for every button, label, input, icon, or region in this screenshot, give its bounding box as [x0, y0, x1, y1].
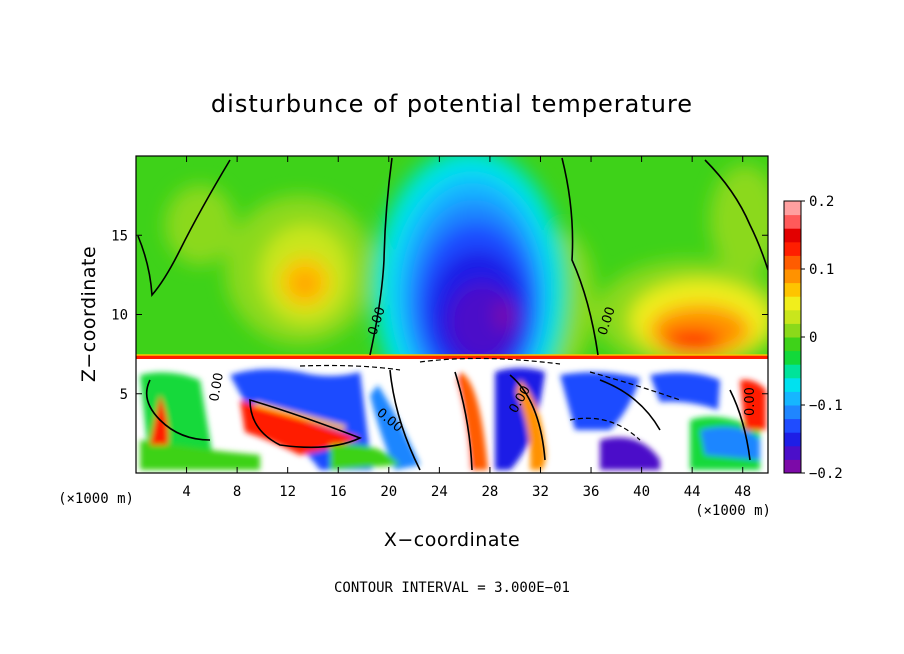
colorbar — [784, 201, 801, 474]
colorbar-swatch — [784, 459, 801, 474]
y-axis-label: Z−coordinate — [78, 246, 100, 382]
x-tick-label: 28 — [481, 484, 498, 500]
x-tick-label: 32 — [532, 484, 549, 500]
colorbar-tick-label: −0.1 — [809, 398, 843, 414]
colorbar-swatch — [784, 391, 801, 406]
dashed-contours — [299, 357, 681, 441]
colorbar-ticks: 0.2 0.1 0 −0.1 −0.2 — [801, 194, 843, 482]
x-ticks: 4 8 12 16 20 24 28 32 36 40 44 48 — [182, 156, 751, 500]
colorbar-swatch — [784, 337, 801, 352]
colorbar-swatch — [784, 405, 801, 420]
contour-label: 0.00 — [743, 387, 758, 416]
x-tick-label: 24 — [431, 484, 448, 500]
boundary-layer — [136, 354, 768, 473]
y-tick-label: 5 — [120, 387, 128, 403]
colorbar-swatch — [784, 241, 801, 256]
colorbar-swatch — [784, 377, 801, 392]
x-tick-label: 16 — [330, 484, 347, 500]
x-tick-label: 4 — [182, 484, 190, 500]
contour-lines — [137, 157, 768, 471]
colorbar-swatch — [784, 432, 801, 447]
contour-interval-note: CONTOUR INTERVAL = 3.000E−01 — [334, 580, 570, 596]
x-unit-left: (×1000 m) — [58, 491, 134, 507]
contour-label: 0.00 — [207, 372, 227, 403]
colorbar-tick-label: −0.2 — [809, 466, 843, 482]
colorbar-swatch — [784, 255, 801, 270]
x-tick-label: 44 — [684, 484, 701, 500]
colorbar-swatch — [784, 269, 801, 284]
colorbar-swatch — [784, 350, 801, 365]
colorbar-swatch — [784, 214, 801, 229]
contour-label-group: 0.00 0.00 0.00 0.00 0.00 0.00 — [207, 305, 758, 436]
x-tick-label: 36 — [583, 484, 600, 500]
y-tick-label: 10 — [111, 308, 128, 324]
x-axis-label: X−coordinate — [384, 529, 520, 551]
x-tick-label: 20 — [380, 484, 397, 500]
colorbar-swatch — [784, 201, 801, 216]
x-tick-label: 48 — [734, 484, 751, 500]
colorbar-swatch — [784, 418, 801, 433]
colorbar-tick-label: 0 — [809, 330, 817, 346]
y-ticks: 5 10 15 — [111, 228, 768, 403]
x-unit-right: (×1000 m) — [695, 503, 771, 519]
y-tick-label: 15 — [111, 228, 128, 244]
x-tick-label: 12 — [279, 484, 296, 500]
colorbar-swatch — [784, 323, 801, 338]
plot-area — [136, 156, 768, 473]
colorbar-swatch — [784, 364, 801, 379]
colorbar-swatch — [784, 296, 801, 311]
x-tick-label: 8 — [233, 484, 241, 500]
colorbar-swatch — [784, 309, 801, 324]
colorbar-swatch — [784, 282, 801, 297]
colorbar-tick-label: 0.1 — [809, 262, 834, 278]
colorbar-tick-label: 0.2 — [809, 194, 834, 210]
colorbar-swatch — [784, 228, 801, 243]
chart-title: disturbunce of potential temperature — [211, 90, 693, 118]
colorbar-swatch — [784, 445, 801, 460]
x-tick-label: 40 — [633, 484, 650, 500]
